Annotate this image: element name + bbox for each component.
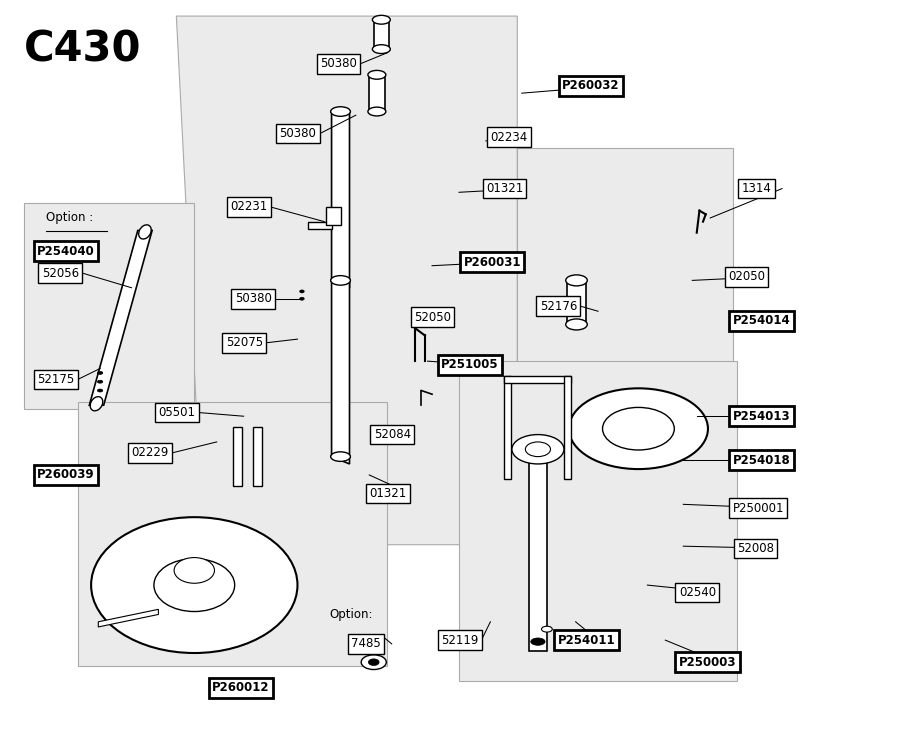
Text: P260031: P260031 bbox=[464, 256, 521, 268]
Polygon shape bbox=[459, 361, 737, 680]
Ellipse shape bbox=[368, 71, 386, 79]
Ellipse shape bbox=[174, 558, 214, 583]
Ellipse shape bbox=[566, 275, 588, 286]
Ellipse shape bbox=[154, 559, 235, 612]
Polygon shape bbox=[23, 203, 194, 409]
Ellipse shape bbox=[566, 319, 588, 330]
Text: 50380: 50380 bbox=[235, 293, 272, 305]
Text: 52176: 52176 bbox=[540, 300, 577, 312]
Polygon shape bbox=[331, 111, 349, 287]
Text: P260039: P260039 bbox=[37, 469, 94, 481]
Ellipse shape bbox=[361, 655, 386, 669]
Ellipse shape bbox=[602, 408, 674, 450]
Ellipse shape bbox=[569, 388, 708, 469]
Text: 01321: 01321 bbox=[369, 487, 407, 500]
Polygon shape bbox=[374, 20, 389, 49]
Ellipse shape bbox=[139, 225, 151, 239]
Ellipse shape bbox=[91, 517, 298, 653]
Text: 02234: 02234 bbox=[491, 130, 527, 144]
Text: P254011: P254011 bbox=[558, 634, 616, 646]
Ellipse shape bbox=[531, 638, 545, 646]
Ellipse shape bbox=[560, 298, 564, 301]
Text: 02540: 02540 bbox=[679, 586, 716, 599]
Text: P254040: P254040 bbox=[37, 245, 95, 257]
Text: 52056: 52056 bbox=[41, 267, 79, 279]
Text: 52175: 52175 bbox=[37, 373, 75, 386]
Text: 01321: 01321 bbox=[486, 182, 523, 195]
Text: P254013: P254013 bbox=[733, 410, 790, 423]
Ellipse shape bbox=[373, 45, 391, 54]
Text: 02231: 02231 bbox=[230, 200, 267, 214]
Ellipse shape bbox=[560, 313, 564, 316]
Text: 05501: 05501 bbox=[158, 406, 195, 419]
Ellipse shape bbox=[512, 435, 564, 464]
Text: P260032: P260032 bbox=[562, 80, 620, 92]
Polygon shape bbox=[529, 450, 547, 652]
Text: 1314: 1314 bbox=[742, 182, 771, 195]
Text: 52119: 52119 bbox=[441, 634, 479, 646]
Text: P250003: P250003 bbox=[679, 656, 736, 668]
Text: P251005: P251005 bbox=[441, 358, 499, 371]
Ellipse shape bbox=[373, 15, 391, 24]
Polygon shape bbox=[77, 402, 387, 666]
Polygon shape bbox=[176, 16, 518, 545]
Text: P260012: P260012 bbox=[212, 682, 270, 694]
Polygon shape bbox=[518, 148, 733, 545]
Polygon shape bbox=[326, 207, 340, 226]
Polygon shape bbox=[98, 609, 158, 627]
Text: 02050: 02050 bbox=[728, 270, 765, 283]
Polygon shape bbox=[564, 376, 572, 478]
Text: 52075: 52075 bbox=[226, 336, 263, 349]
Ellipse shape bbox=[542, 626, 553, 632]
Polygon shape bbox=[331, 280, 349, 464]
Polygon shape bbox=[567, 280, 587, 324]
Ellipse shape bbox=[368, 659, 379, 666]
Text: P254014: P254014 bbox=[733, 314, 790, 327]
Text: 50380: 50380 bbox=[280, 127, 317, 140]
Text: 52084: 52084 bbox=[374, 428, 411, 441]
Ellipse shape bbox=[97, 371, 103, 374]
Ellipse shape bbox=[330, 107, 350, 116]
Ellipse shape bbox=[330, 452, 350, 461]
Polygon shape bbox=[253, 427, 262, 486]
Ellipse shape bbox=[300, 290, 304, 293]
Text: Option:: Option: bbox=[328, 608, 373, 621]
Text: 7485: 7485 bbox=[351, 638, 381, 650]
Text: Option :: Option : bbox=[46, 212, 94, 225]
Polygon shape bbox=[504, 376, 511, 478]
Polygon shape bbox=[308, 222, 331, 229]
Ellipse shape bbox=[330, 276, 350, 285]
Polygon shape bbox=[504, 376, 572, 383]
Text: 50380: 50380 bbox=[320, 57, 356, 70]
Ellipse shape bbox=[526, 442, 551, 457]
Ellipse shape bbox=[97, 380, 103, 383]
Text: P250001: P250001 bbox=[733, 501, 784, 514]
Text: 52050: 52050 bbox=[414, 310, 451, 324]
Ellipse shape bbox=[300, 297, 304, 300]
Ellipse shape bbox=[97, 389, 103, 392]
Text: C430: C430 bbox=[23, 28, 141, 70]
Ellipse shape bbox=[90, 397, 103, 411]
Polygon shape bbox=[233, 427, 242, 486]
Text: P254018: P254018 bbox=[733, 454, 790, 467]
Text: 02229: 02229 bbox=[131, 447, 169, 459]
Text: 52008: 52008 bbox=[737, 542, 774, 555]
Ellipse shape bbox=[560, 306, 564, 309]
Ellipse shape bbox=[368, 107, 386, 116]
Polygon shape bbox=[369, 75, 384, 111]
Polygon shape bbox=[89, 231, 152, 405]
